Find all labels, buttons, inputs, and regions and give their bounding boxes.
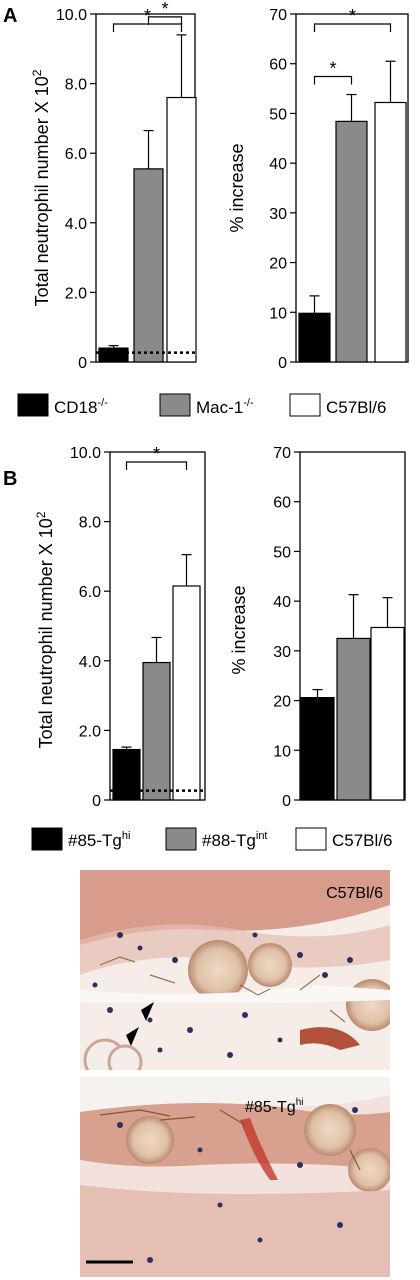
- legend-swatch-85tg: [31, 827, 63, 851]
- bar-2: [133, 168, 164, 363]
- significance-bracket: [125, 461, 188, 470]
- chart-4: 0 10 20 30 40 50 60 70 % increase: [229, 445, 406, 810]
- y-tick-label: 30: [269, 206, 287, 223]
- significance-bracket: [313, 75, 353, 85]
- chart-2: 0 10 20 30 40 50 60 70 % increase * *: [227, 6, 409, 372]
- legend-a: CD18-/- Mac-1-/- C57Bl/6: [17, 393, 386, 417]
- y-tick-label: 50: [269, 106, 287, 123]
- y-tick-label: 0: [278, 355, 287, 372]
- bar-3: [370, 626, 405, 801]
- y-tick-label: 8.0: [65, 77, 87, 94]
- legend-label-c57: C57Bl/6: [326, 398, 386, 417]
- y-tick-label: 4.0: [79, 654, 101, 671]
- bar-2: [335, 120, 368, 363]
- y-tick-label: 70: [269, 7, 287, 24]
- micrograph-label-85tg: #85-Tghi: [245, 1097, 304, 1116]
- significance-star: *: [329, 59, 336, 79]
- legend-label-cd18: CD18-/-: [54, 397, 108, 417]
- bar-3: [172, 585, 201, 801]
- bar-3: [374, 101, 407, 363]
- y-tick-label: 10.0: [70, 445, 101, 462]
- legend-label-88tg: #88-Tgint: [202, 830, 268, 850]
- y-tick-label: 6.0: [65, 146, 87, 163]
- chart-1: 0 2.0 4.0 6.0 8.0 10.0 Total neutrophil number…: [30, 0, 197, 372]
- significance-star: *: [161, 0, 168, 19]
- chart-3: 0 2.0 4.0 6.0 8.0 10.0 Total neutrophil number…: [34, 444, 206, 810]
- micrograph-label-c57: C57Bl/6: [326, 885, 383, 902]
- y-tick-label: 0: [78, 355, 87, 372]
- bar-1: [298, 312, 331, 363]
- legend-swatch-c57-b: [295, 827, 327, 851]
- micrograph-c57bl6: C57Bl/6: [80, 870, 390, 1070]
- bar-3: [166, 96, 197, 363]
- significance-bracket: [112, 23, 183, 32]
- y-tick-label: 4.0: [65, 216, 87, 233]
- bar-2: [142, 661, 171, 801]
- y-tick-label: 50: [273, 544, 291, 561]
- y-tick-label: 70: [273, 445, 291, 462]
- y-tick-label: 8.0: [79, 515, 101, 532]
- y-tick-label: 10: [273, 743, 291, 760]
- y-tick-label: 2.0: [79, 723, 101, 740]
- legend-b: #85-Tghi #88-Tgint C57Bl/6: [31, 827, 392, 851]
- legend-swatch-c57: [289, 393, 321, 417]
- significance-bracket: [313, 23, 392, 32]
- bar-1: [300, 696, 335, 801]
- significance-star: *: [153, 444, 160, 464]
- y-tick-label: 0: [282, 793, 291, 810]
- legend-label-mac1: Mac-1-/-: [196, 397, 254, 417]
- legend-label-85tg: #85-Tghi: [68, 830, 130, 850]
- y-tick-label: 60: [273, 495, 291, 512]
- legend-swatch-cd18: [17, 393, 49, 417]
- y-tick-label: 20: [269, 256, 287, 273]
- y-tick-label: 40: [273, 594, 291, 611]
- significance-star: *: [144, 6, 151, 26]
- y-axis-label: % increase: [227, 143, 247, 232]
- y-tick-label: 0: [92, 793, 101, 810]
- y-axis-label: Total neutrophil number X 102: [30, 69, 52, 306]
- y-tick-label: 30: [273, 644, 291, 661]
- legend-swatch-88tg: [165, 827, 197, 851]
- charts-layer: 0 2.0 4.0 6.0 8.0 10.0 Total neutrophil number…: [30, 0, 409, 810]
- y-tick-label: 6.0: [79, 584, 101, 601]
- y-tick-label: 40: [269, 156, 287, 173]
- y-axis-label: Total neutrophil number X 102: [34, 511, 56, 748]
- bar-1: [98, 347, 129, 363]
- micrograph-85-tghi: #85-Tghi: [80, 1077, 390, 1277]
- significance-star: *: [349, 6, 356, 26]
- bar-2: [336, 637, 371, 801]
- y-tick-label: 20: [273, 694, 291, 711]
- y-tick-label: 10.0: [56, 7, 87, 24]
- y-tick-label: 10: [269, 305, 287, 322]
- y-tick-label: 60: [269, 57, 287, 74]
- legend-label-c57-b: C57Bl/6: [332, 831, 392, 850]
- panel-label-a: A: [3, 5, 17, 27]
- legend-swatch-mac1: [159, 393, 191, 417]
- bar-1: [112, 748, 141, 801]
- y-axis-label: % increase: [229, 585, 249, 674]
- y-tick-label: 2.0: [65, 285, 87, 302]
- panel-label-b: B: [3, 468, 17, 490]
- significance-bracket: [147, 16, 183, 25]
